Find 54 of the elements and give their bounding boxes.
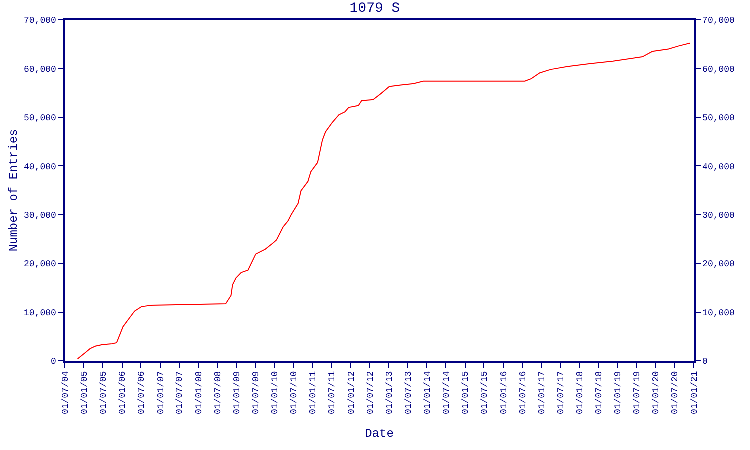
x-tick-label: 01/07/16 <box>518 371 528 415</box>
y2-tick-label: 70,000 <box>702 16 735 26</box>
y-axis-title: Number of Entries <box>6 129 21 252</box>
x-tick-label: 01/07/10 <box>290 371 300 415</box>
y-tick-label: 20,000 <box>24 260 56 270</box>
x-tick-label: 01/07/09 <box>251 371 262 415</box>
x-tick-label: 01/07/17 <box>556 371 566 415</box>
x-tick-label: 01/07/11 <box>328 371 338 415</box>
x-tick-label: 01/07/19 <box>632 371 643 415</box>
x-tick-label: 01/01/14 <box>423 371 434 415</box>
x-tick-label: 01/07/07 <box>175 371 186 415</box>
x-tick-label: 01/07/12 <box>366 371 376 415</box>
line-series <box>77 42 691 360</box>
chart-title: 1079 S <box>350 1 400 18</box>
x-tick-label: 01/01/05 <box>80 371 90 415</box>
y-tick-label: 70,000 <box>24 16 56 26</box>
y2-tick-label: 60,000 <box>702 64 735 75</box>
x-tick-label: 01/07/14 <box>442 371 452 415</box>
x-tick-label: 01/07/04 <box>60 371 71 415</box>
x-tick-label: 01/01/06 <box>118 371 128 415</box>
x-tick-label: 01/01/13 <box>385 371 396 415</box>
x-tick-label: 01/07/08 <box>213 371 224 415</box>
y-tick-label: 10,000 <box>24 308 56 318</box>
x-tick-label: 01/01/08 <box>194 371 204 415</box>
x-tick-label: 01/01/10 <box>270 371 281 415</box>
y2-tick-label: 40,000 <box>702 162 735 172</box>
y-tick-label: 0 <box>51 357 56 368</box>
y-tick-label: 50,000 <box>24 114 56 124</box>
x-tick-label: 01/01/15 <box>461 371 472 415</box>
y2-tick-label: 30,000 <box>702 211 735 222</box>
x-tick-label: 01/07/13 <box>404 371 414 415</box>
y2-tick-label: 50,000 <box>702 114 735 124</box>
x-tick-label: 01/01/18 <box>576 371 586 415</box>
x-axis-title: Date <box>365 426 394 441</box>
x-tick-label: 01/07/15 <box>480 371 490 415</box>
y-tick-label: 40,000 <box>24 162 56 172</box>
x-tick-label: 01/01/09 <box>232 371 243 415</box>
x-tick-label: 01/07/05 <box>99 371 110 415</box>
y2-tick-label: 10,000 <box>702 308 735 318</box>
x-tick-label: 01/01/16 <box>499 371 510 415</box>
x-tick-label: 01/01/12 <box>346 371 357 415</box>
x-tick-label: 01/01/21 <box>690 371 700 415</box>
x-tick-label: 01/07/20 <box>670 371 681 415</box>
x-tick-label: 01/01/07 <box>156 371 166 415</box>
x-tick-label: 01/07/06 <box>137 371 148 415</box>
y-tick-label: 60,000 <box>24 64 56 75</box>
y-tick-label: 30,000 <box>24 211 56 222</box>
x-tick-label: 01/07/18 <box>594 371 604 415</box>
x-tick-label: 01/01/20 <box>652 371 662 415</box>
x-tick-label: 01/01/11 <box>308 371 319 415</box>
y2-tick-label: 20,000 <box>702 260 735 270</box>
x-tick-label: 01/01/17 <box>537 371 548 415</box>
y2-tick-label: 0 <box>702 357 708 368</box>
x-tick-label: 01/01/19 <box>614 371 624 415</box>
